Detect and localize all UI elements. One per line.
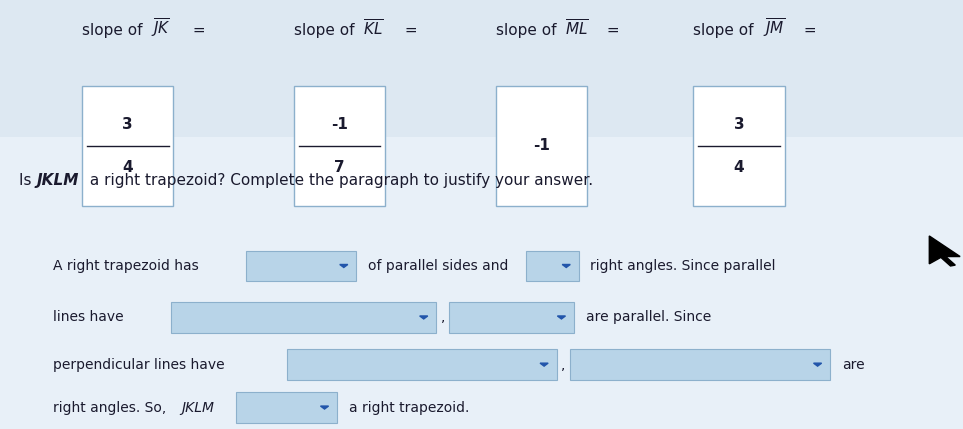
Text: =: = (602, 23, 619, 37)
Text: are parallel. Since: are parallel. Since (586, 311, 711, 324)
Text: JKLM: JKLM (181, 401, 214, 414)
Text: =: = (400, 23, 417, 37)
Text: $\overline{\mathit{KL}}$: $\overline{\mathit{KL}}$ (363, 19, 383, 39)
Text: =: = (188, 23, 205, 37)
Bar (246, 251, 356, 281)
Text: right angles. Since parallel: right angles. Since parallel (590, 259, 776, 273)
Text: right angles. So,: right angles. So, (53, 401, 170, 414)
Polygon shape (540, 363, 548, 366)
Text: 3: 3 (734, 117, 744, 132)
Bar (526, 251, 579, 281)
Text: $\overline{\mathit{JK}}$: $\overline{\mathit{JK}}$ (151, 17, 171, 40)
Text: slope of: slope of (496, 23, 561, 37)
Bar (570, 349, 830, 380)
Text: ,: , (561, 358, 566, 372)
Polygon shape (321, 406, 328, 409)
Text: a right trapezoid? Complete the paragraph to justify your answer.: a right trapezoid? Complete the paragrap… (85, 173, 593, 187)
Text: Is: Is (19, 173, 37, 187)
Text: -1: -1 (331, 117, 348, 132)
Text: $\overline{\mathit{JM}}$: $\overline{\mathit{JM}}$ (763, 17, 785, 40)
Text: 7: 7 (334, 160, 345, 175)
Text: slope of: slope of (82, 23, 147, 37)
Text: 3: 3 (122, 117, 133, 132)
Bar (236, 392, 337, 423)
Polygon shape (814, 363, 821, 366)
Text: lines have: lines have (53, 311, 123, 324)
Bar (287, 349, 557, 380)
Text: A right trapezoid has: A right trapezoid has (53, 259, 198, 273)
Polygon shape (929, 236, 960, 266)
Text: perpendicular lines have: perpendicular lines have (53, 358, 224, 372)
Bar (294, 86, 385, 206)
Text: of parallel sides and: of parallel sides and (368, 259, 508, 273)
Bar (0, 0, 963, 137)
Text: are: are (842, 358, 864, 372)
Text: ,: , (441, 311, 446, 324)
Text: slope of: slope of (693, 23, 759, 37)
Bar (82, 86, 173, 206)
Bar (496, 86, 587, 206)
Text: =: = (799, 23, 817, 37)
Text: 4: 4 (734, 160, 744, 175)
Polygon shape (420, 316, 428, 319)
Bar (171, 302, 436, 333)
Bar (693, 86, 785, 206)
Text: -1: -1 (534, 139, 550, 153)
Polygon shape (340, 264, 348, 268)
Text: $\overline{\mathit{ML}}$: $\overline{\mathit{ML}}$ (565, 19, 589, 39)
Bar (449, 302, 574, 333)
Text: slope of: slope of (294, 23, 359, 37)
Text: 4: 4 (122, 160, 133, 175)
Polygon shape (558, 316, 565, 319)
Polygon shape (562, 264, 570, 268)
Text: a right trapezoid.: a right trapezoid. (349, 401, 469, 414)
Text: JKLM: JKLM (37, 173, 79, 187)
